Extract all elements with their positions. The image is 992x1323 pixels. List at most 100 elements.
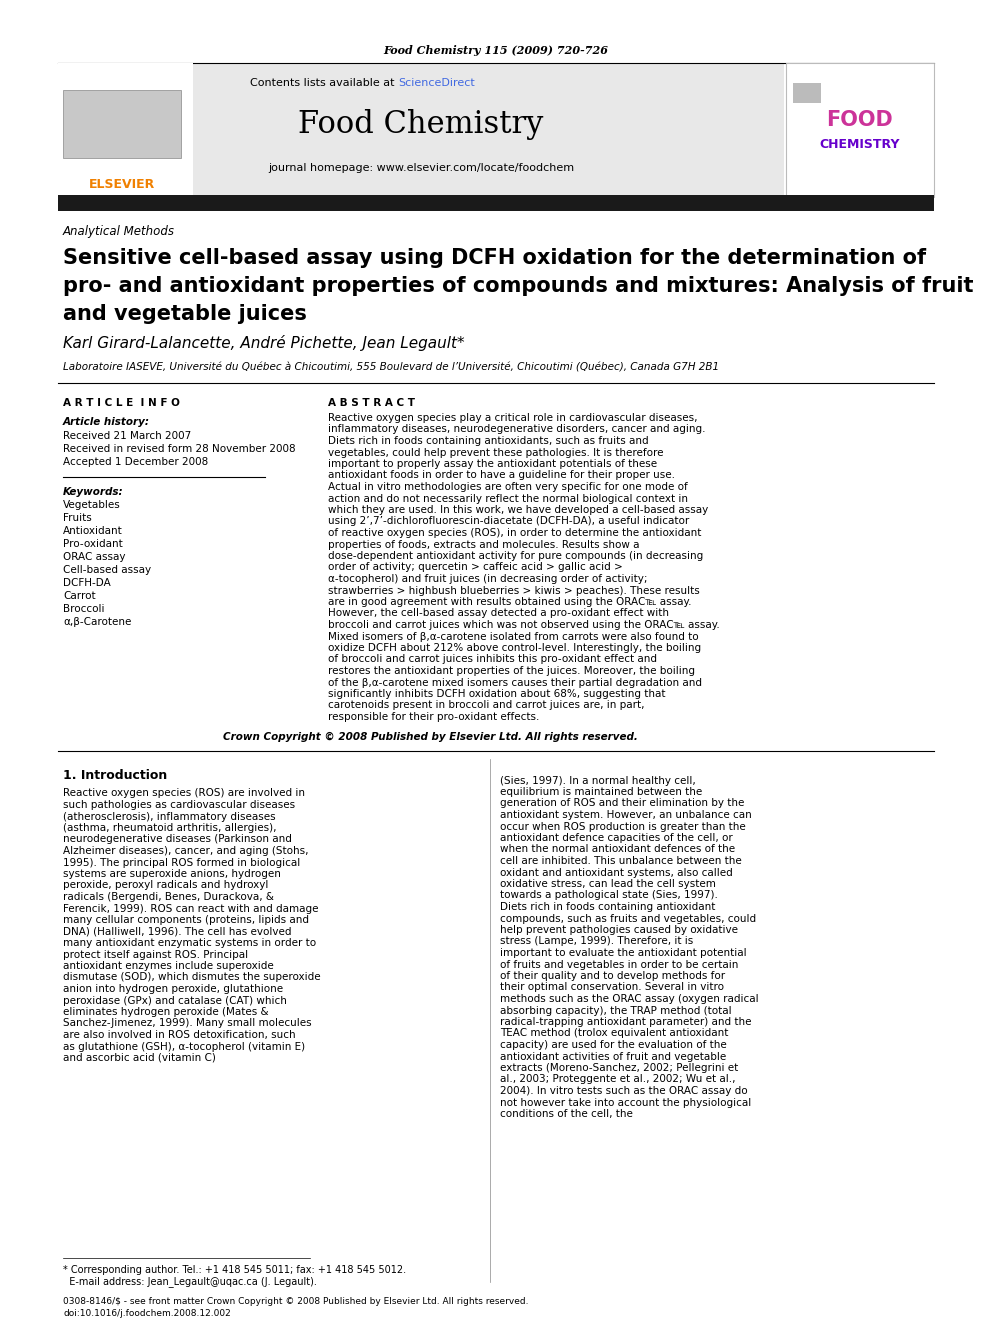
Text: (asthma, rheumatoid arthritis, allergies),: (asthma, rheumatoid arthritis, allergies… bbox=[63, 823, 277, 833]
Text: properties of foods, extracts and molecules. Results show a: properties of foods, extracts and molecu… bbox=[328, 540, 640, 549]
Bar bbox=[786, 64, 934, 197]
Bar bbox=[63, 90, 181, 157]
Text: Food Chemistry 115 (2009) 720-726: Food Chemistry 115 (2009) 720-726 bbox=[384, 45, 608, 56]
Text: neurodegenerative diseases (Parkinson and: neurodegenerative diseases (Parkinson an… bbox=[63, 835, 292, 844]
Text: carotenoids present in broccoli and carrot juices are, in part,: carotenoids present in broccoli and carr… bbox=[328, 700, 645, 710]
Text: strawberries > highbush blueberries > kiwis > peaches). These results: strawberries > highbush blueberries > ki… bbox=[328, 586, 699, 595]
Text: and vegetable juices: and vegetable juices bbox=[63, 304, 307, 324]
Text: equilibrium is maintained between the: equilibrium is maintained between the bbox=[500, 787, 702, 796]
Text: eliminates hydrogen peroxide (Mates &: eliminates hydrogen peroxide (Mates & bbox=[63, 1007, 269, 1017]
Text: Keywords:: Keywords: bbox=[63, 487, 124, 497]
Text: absorbing capacity), the TRAP method (total: absorbing capacity), the TRAP method (to… bbox=[500, 1005, 732, 1016]
Text: Fruits: Fruits bbox=[63, 513, 91, 523]
Text: * Corresponding author. Tel.: +1 418 545 5011; fax: +1 418 545 5012.: * Corresponding author. Tel.: +1 418 545… bbox=[63, 1265, 406, 1275]
Text: ELSEVIER: ELSEVIER bbox=[89, 179, 155, 192]
Text: protect itself against ROS. Principal: protect itself against ROS. Principal bbox=[63, 950, 248, 959]
Text: generation of ROS and their elimination by the: generation of ROS and their elimination … bbox=[500, 799, 744, 808]
Text: towards a pathological state (Sies, 1997).: towards a pathological state (Sies, 1997… bbox=[500, 890, 718, 901]
Text: compounds, such as fruits and vegetables, could: compounds, such as fruits and vegetables… bbox=[500, 913, 756, 923]
Text: 1. Introduction: 1. Introduction bbox=[63, 769, 168, 782]
Text: 1995). The principal ROS formed in biological: 1995). The principal ROS formed in biolo… bbox=[63, 857, 301, 868]
Text: pro- and antioxidant properties of compounds and mixtures: Analysis of fruit: pro- and antioxidant properties of compo… bbox=[63, 277, 973, 296]
Text: important to properly assay the antioxidant potentials of these: important to properly assay the antioxid… bbox=[328, 459, 657, 468]
Text: Diets rich in foods containing antioxidant: Diets rich in foods containing antioxida… bbox=[500, 902, 715, 912]
Text: Sanchez-Jimenez, 1999). Many small molecules: Sanchez-Jimenez, 1999). Many small molec… bbox=[63, 1019, 311, 1028]
Text: 2004). In vitro tests such as the ORAC assay do: 2004). In vitro tests such as the ORAC a… bbox=[500, 1086, 748, 1095]
Text: methods such as the ORAC assay (oxygen radical: methods such as the ORAC assay (oxygen r… bbox=[500, 994, 759, 1004]
Text: Diets rich in foods containing antioxidants, such as fruits and: Diets rich in foods containing antioxida… bbox=[328, 437, 649, 446]
Text: DCFH-DA: DCFH-DA bbox=[63, 578, 111, 587]
Text: CHEMISTRY: CHEMISTRY bbox=[819, 139, 901, 152]
Bar bbox=[58, 194, 934, 210]
Text: action and do not necessarily reflect the normal biological context in: action and do not necessarily reflect th… bbox=[328, 493, 688, 504]
Text: peroxide, peroxyl radicals and hydroxyl: peroxide, peroxyl radicals and hydroxyl bbox=[63, 881, 269, 890]
Text: al., 2003; Proteggente et al., 2002; Wu et al.,: al., 2003; Proteggente et al., 2002; Wu … bbox=[500, 1074, 735, 1085]
Text: restores the antioxidant properties of the juices. Moreover, the boiling: restores the antioxidant properties of t… bbox=[328, 665, 695, 676]
Text: Analytical Methods: Analytical Methods bbox=[63, 225, 175, 238]
Text: radicals (Bergendi, Benes, Durackova, &: radicals (Bergendi, Benes, Durackova, & bbox=[63, 892, 274, 902]
Bar bbox=[793, 83, 821, 103]
Text: Ferencik, 1999). ROS can react with and damage: Ferencik, 1999). ROS can react with and … bbox=[63, 904, 318, 913]
Text: oxidative stress, can lead the cell system: oxidative stress, can lead the cell syst… bbox=[500, 878, 716, 889]
Text: and ascorbic acid (vitamin C): and ascorbic acid (vitamin C) bbox=[63, 1053, 216, 1062]
Text: antioxidant system. However, an unbalance can: antioxidant system. However, an unbalanc… bbox=[500, 810, 752, 820]
Text: radical-trapping antioxidant parameter) and the: radical-trapping antioxidant parameter) … bbox=[500, 1017, 752, 1027]
Text: Carrot: Carrot bbox=[63, 591, 95, 601]
Text: of fruits and vegetables in order to be certain: of fruits and vegetables in order to be … bbox=[500, 959, 738, 970]
Text: extracts (Moreno-Sanchez, 2002; Pellegrini et: extracts (Moreno-Sanchez, 2002; Pellegri… bbox=[500, 1062, 738, 1073]
Text: not however take into account the physiological: not however take into account the physio… bbox=[500, 1098, 751, 1107]
Text: FOOD: FOOD bbox=[826, 110, 894, 130]
Text: Accepted 1 December 2008: Accepted 1 December 2008 bbox=[63, 456, 208, 467]
Text: responsible for their pro-oxidant effects.: responsible for their pro-oxidant effect… bbox=[328, 712, 540, 722]
Text: important to evaluate the antioxidant potential: important to evaluate the antioxidant po… bbox=[500, 949, 747, 958]
Text: Broccoli: Broccoli bbox=[63, 605, 104, 614]
Text: Laboratoire IASEVE, Université du Québec à Chicoutimi, 555 Boulevard de l’Univer: Laboratoire IASEVE, Université du Québec… bbox=[63, 363, 719, 372]
Text: E-mail address: Jean_Legault@uqac.ca (J. Legault).: E-mail address: Jean_Legault@uqac.ca (J.… bbox=[63, 1277, 316, 1287]
Text: of reactive oxygen species (ROS), in order to determine the antioxidant: of reactive oxygen species (ROS), in ord… bbox=[328, 528, 701, 538]
Text: Vegetables: Vegetables bbox=[63, 500, 121, 509]
Text: cell are inhibited. This unbalance between the: cell are inhibited. This unbalance betwe… bbox=[500, 856, 742, 867]
Bar bbox=[58, 64, 784, 194]
Text: order of activity; quercetin > caffeic acid > gallic acid >: order of activity; quercetin > caffeic a… bbox=[328, 562, 623, 573]
Text: DNA) (Halliwell, 1996). The cell has evolved: DNA) (Halliwell, 1996). The cell has evo… bbox=[63, 926, 292, 937]
Text: antioxidant defence capacities of the cell, or: antioxidant defence capacities of the ce… bbox=[500, 833, 733, 843]
Text: broccoli and carrot juices which was not observed using the ORAC℡ assay.: broccoli and carrot juices which was not… bbox=[328, 620, 720, 630]
Text: (atherosclerosis), inflammatory diseases: (atherosclerosis), inflammatory diseases bbox=[63, 811, 276, 822]
Text: TEAC method (trolox equivalent antioxidant: TEAC method (trolox equivalent antioxida… bbox=[500, 1028, 728, 1039]
Text: many antioxidant enzymatic systems in order to: many antioxidant enzymatic systems in or… bbox=[63, 938, 316, 949]
Bar bbox=[58, 64, 193, 194]
Text: Mixed isomers of β,α-carotene isolated from carrots were also found to: Mixed isomers of β,α-carotene isolated f… bbox=[328, 631, 698, 642]
Text: Cell-based assay: Cell-based assay bbox=[63, 565, 151, 576]
Text: A B S T R A C T: A B S T R A C T bbox=[328, 398, 415, 407]
Text: are also involved in ROS detoxification, such: are also involved in ROS detoxification,… bbox=[63, 1031, 296, 1040]
Text: anion into hydrogen peroxide, glutathione: anion into hydrogen peroxide, glutathion… bbox=[63, 984, 283, 994]
Text: Food Chemistry: Food Chemistry bbox=[299, 108, 544, 139]
Text: ScienceDirect: ScienceDirect bbox=[398, 78, 475, 89]
Text: using 2’,7’-dichlorofluorescin-diacetate (DCFH-DA), a useful indicator: using 2’,7’-dichlorofluorescin-diacetate… bbox=[328, 516, 689, 527]
Text: Pro-oxidant: Pro-oxidant bbox=[63, 538, 123, 549]
Text: inflammatory diseases, neurodegenerative disorders, cancer and aging.: inflammatory diseases, neurodegenerative… bbox=[328, 425, 705, 434]
Text: Actual in vitro methodologies are often very specific for one mode of: Actual in vitro methodologies are often … bbox=[328, 482, 687, 492]
Text: when the normal antioxidant defences of the: when the normal antioxidant defences of … bbox=[500, 844, 735, 855]
Text: as glutathione (GSH), α-tocopherol (vitamin E): as glutathione (GSH), α-tocopherol (vita… bbox=[63, 1041, 306, 1052]
Text: capacity) are used for the evaluation of the: capacity) are used for the evaluation of… bbox=[500, 1040, 727, 1050]
Text: help prevent pathologies caused by oxidative: help prevent pathologies caused by oxida… bbox=[500, 925, 738, 935]
Text: Crown Copyright © 2008 Published by Elsevier Ltd. All rights reserved.: Crown Copyright © 2008 Published by Else… bbox=[222, 732, 638, 741]
Text: (Sies, 1997). In a normal healthy cell,: (Sies, 1997). In a normal healthy cell, bbox=[500, 775, 695, 786]
Text: Received in revised form 28 November 2008: Received in revised form 28 November 200… bbox=[63, 445, 296, 454]
Text: Karl Girard-Lalancette, André Pichette, Jean Legault*: Karl Girard-Lalancette, André Pichette, … bbox=[63, 335, 464, 351]
Text: vegetables, could help prevent these pathologies. It is therefore: vegetables, could help prevent these pat… bbox=[328, 447, 664, 458]
Text: Reactive oxygen species play a critical role in cardiovascular diseases,: Reactive oxygen species play a critical … bbox=[328, 413, 697, 423]
Text: conditions of the cell, the: conditions of the cell, the bbox=[500, 1109, 633, 1119]
Text: antioxidant enzymes include superoxide: antioxidant enzymes include superoxide bbox=[63, 960, 274, 971]
Text: of their quality and to develop methods for: of their quality and to develop methods … bbox=[500, 971, 725, 980]
Text: stress (Lampe, 1999). Therefore, it is: stress (Lampe, 1999). Therefore, it is bbox=[500, 937, 693, 946]
Text: antioxidant foods in order to have a guideline for their proper use.: antioxidant foods in order to have a gui… bbox=[328, 471, 675, 480]
Text: dismutase (SOD), which dismutes the superoxide: dismutase (SOD), which dismutes the supe… bbox=[63, 972, 320, 983]
Text: Article history:: Article history: bbox=[63, 417, 150, 427]
Text: many cellular components (proteins, lipids and: many cellular components (proteins, lipi… bbox=[63, 916, 309, 925]
Text: journal homepage: www.elsevier.com/locate/foodchem: journal homepage: www.elsevier.com/locat… bbox=[268, 163, 574, 173]
Text: However, the cell-based assay detected a pro-oxidant effect with: However, the cell-based assay detected a… bbox=[328, 609, 669, 618]
Text: A R T I C L E  I N F O: A R T I C L E I N F O bbox=[63, 398, 180, 407]
Text: Received 21 March 2007: Received 21 March 2007 bbox=[63, 431, 191, 441]
